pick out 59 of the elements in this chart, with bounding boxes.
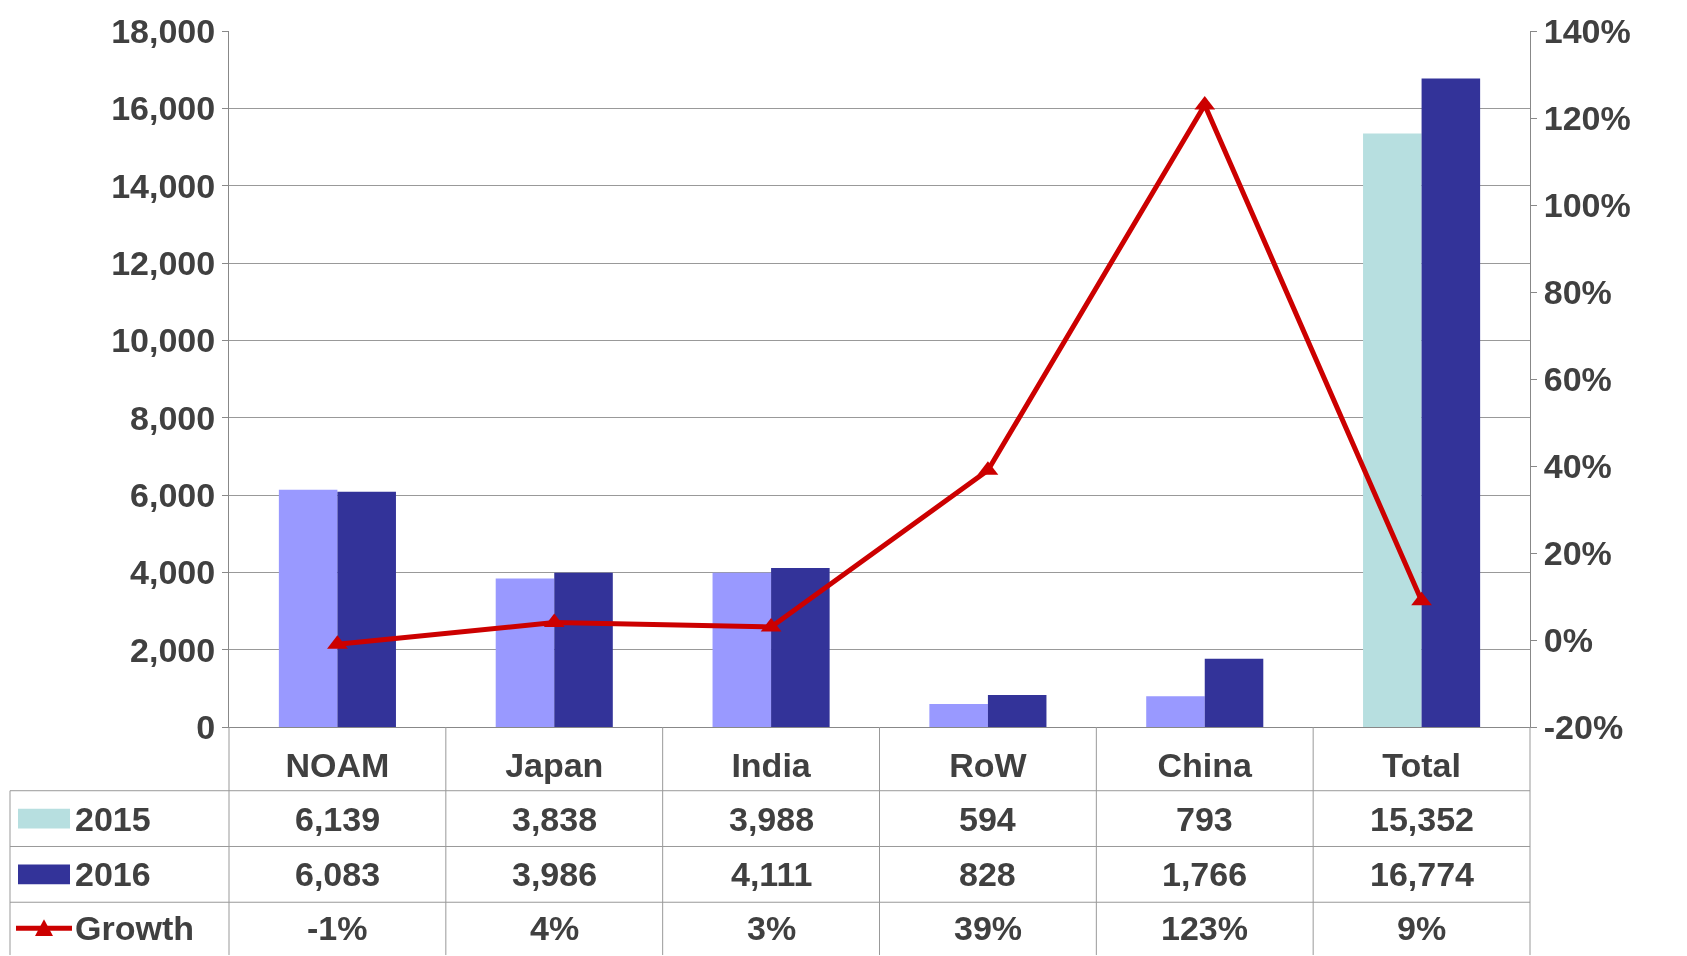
data-label: 3,988 bbox=[729, 800, 815, 838]
data-label: 793 bbox=[1176, 800, 1233, 838]
x-tick-label: RoW bbox=[949, 745, 1028, 784]
y-tick-label: 18,000 bbox=[111, 11, 216, 50]
data-label: 828 bbox=[959, 855, 1016, 893]
bar bbox=[495, 578, 555, 727]
y-tick-label: 14,000 bbox=[111, 166, 216, 205]
bar bbox=[1363, 133, 1422, 727]
data-label: 9% bbox=[1397, 909, 1447, 947]
data-label: 123% bbox=[1161, 909, 1248, 947]
legend-label: 2016 bbox=[75, 855, 151, 893]
bar bbox=[278, 489, 338, 727]
y2-tick-label: 140% bbox=[1543, 11, 1631, 50]
y-tick-label: 4,000 bbox=[130, 553, 216, 592]
y2-tick-label: 120% bbox=[1543, 98, 1631, 137]
point bbox=[1411, 591, 1432, 606]
y-tick-label: 6,000 bbox=[130, 475, 216, 514]
y-tick-label: 10,000 bbox=[111, 321, 216, 360]
data-label: 16,774 bbox=[1370, 855, 1475, 893]
y2-tick-label: 20% bbox=[1543, 533, 1612, 572]
data-label: 4% bbox=[530, 909, 580, 947]
data-label: 3% bbox=[747, 909, 797, 947]
data-label: 39% bbox=[954, 909, 1023, 947]
y-tick-label: 16,000 bbox=[111, 89, 216, 128]
bar bbox=[1421, 78, 1481, 727]
x-tick-label: NOAM bbox=[285, 745, 390, 784]
data-label: 15,352 bbox=[1370, 800, 1474, 838]
bar bbox=[712, 572, 772, 727]
x-tick-label: China bbox=[1157, 745, 1254, 784]
data-label: 1,766 bbox=[1162, 855, 1248, 893]
x-tick-label: Japan bbox=[505, 745, 604, 784]
bar bbox=[929, 704, 988, 727]
y2-tick-label: 60% bbox=[1543, 359, 1612, 398]
y-tick-label: 12,000 bbox=[111, 243, 216, 282]
y-tick-label: 0 bbox=[196, 707, 216, 746]
legend-label: Growth bbox=[75, 909, 194, 947]
bar bbox=[771, 568, 830, 727]
data-label: 3,986 bbox=[512, 855, 598, 893]
y2-tick-label: 100% bbox=[1543, 185, 1631, 224]
data-label: 4,111 bbox=[731, 855, 813, 893]
data-label: -1% bbox=[307, 909, 368, 947]
data-label: 6,083 bbox=[295, 855, 381, 893]
bar bbox=[1204, 658, 1264, 727]
y2-tick-label: -20% bbox=[1543, 707, 1624, 746]
bar bbox=[1146, 696, 1205, 727]
legend-label: 2015 bbox=[75, 800, 151, 838]
data-label: 6,139 bbox=[295, 800, 381, 838]
bar bbox=[554, 572, 613, 727]
bar bbox=[337, 491, 396, 727]
y2-tick-label: 0% bbox=[1543, 620, 1593, 659]
y2-tick-label: 40% bbox=[1543, 446, 1612, 485]
x-tick-label: India bbox=[731, 745, 812, 784]
y-tick-label: 2,000 bbox=[130, 630, 216, 669]
y-tick-label: 8,000 bbox=[130, 398, 216, 437]
y2-tick-label: 80% bbox=[1543, 272, 1612, 311]
x-tick-label: Total bbox=[1382, 745, 1461, 784]
data-label: 594 bbox=[959, 800, 1016, 838]
bar bbox=[987, 694, 1047, 727]
data-label: 3,838 bbox=[512, 800, 598, 838]
